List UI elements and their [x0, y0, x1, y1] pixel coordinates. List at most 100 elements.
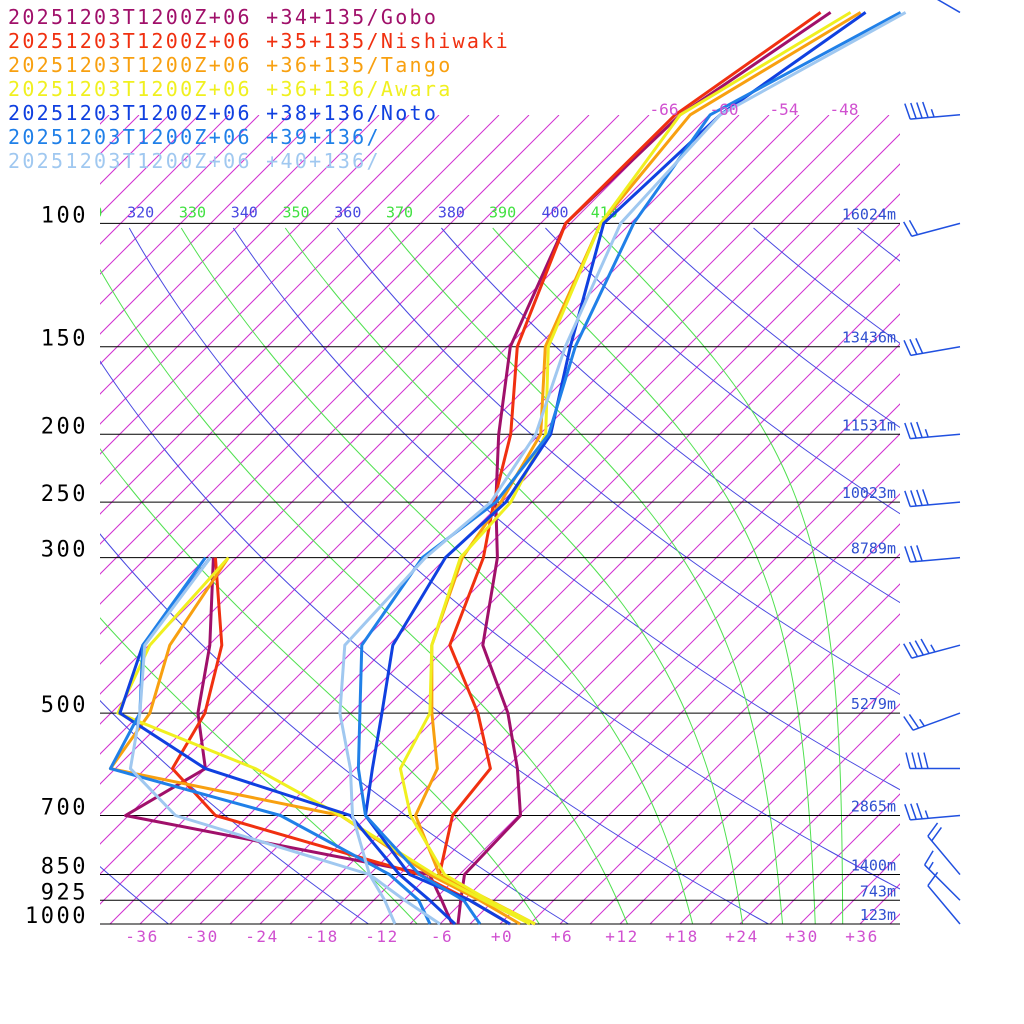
- isotherm: [499, 523, 900, 924]
- isotherm: [319, 343, 900, 924]
- pressure-label: 100: [41, 203, 88, 228]
- barb-feather: [903, 340, 912, 356]
- barb-feather: [904, 103, 911, 120]
- barb-feather: [910, 102, 917, 119]
- dry-adiabat-label: 360: [334, 203, 361, 221]
- moist-adiabat-label: 330: [179, 203, 206, 221]
- barb-shaft: [911, 644, 961, 659]
- profiles: [108, 11, 907, 926]
- isotherm: [100, 115, 650, 665]
- isotherm: [409, 433, 900, 924]
- barb-feather: [920, 638, 930, 654]
- wind-barb: [904, 101, 961, 120]
- temperature-line: [398, 11, 852, 926]
- isotherm: [100, 115, 380, 395]
- isotherm: [469, 493, 900, 924]
- barb-feather: [904, 422, 911, 439]
- isotherm: [100, 115, 530, 545]
- barb-feather: [916, 802, 923, 820]
- isotherm: [379, 403, 900, 924]
- isotherm: [109, 133, 900, 924]
- barb-feather: [911, 752, 917, 769]
- dewpoint-line: [118, 556, 457, 926]
- pressure-label: 250: [41, 482, 88, 507]
- dry-adiabat: [128, 227, 900, 890]
- wind-barb: [904, 802, 961, 821]
- x-tick-label: -30: [185, 927, 218, 946]
- barb-half: [924, 810, 929, 819]
- barb-feather: [931, 827, 943, 842]
- isotherm: [709, 733, 900, 924]
- x-tick-label: +36: [845, 927, 878, 946]
- dry-adiabat: [232, 227, 900, 791]
- barb-feather: [916, 489, 923, 506]
- dry-adiabat: [100, 360, 769, 924]
- isotherm: [619, 643, 900, 924]
- isotherm: [100, 115, 440, 455]
- isotherm: [100, 115, 560, 575]
- pressure-label: 200: [41, 414, 88, 439]
- dry-adiabat: [100, 699, 369, 924]
- wind-barb: [904, 421, 961, 440]
- legend-entry: 20251203T1200Z+06 +40+136/: [8, 149, 381, 173]
- legend-entry: 20251203T1200Z+06 +36+136/Awara: [8, 77, 453, 101]
- isotherm: [100, 115, 680, 695]
- isotherm: [100, 115, 770, 785]
- barb-half: [924, 429, 929, 438]
- barb-feather: [924, 850, 934, 866]
- pressure-grid: [100, 222, 900, 925]
- barb-feather: [917, 752, 923, 769]
- isotherm: [100, 115, 740, 755]
- x-tick-label: -36: [125, 927, 158, 946]
- x-tick-label: -12: [365, 927, 398, 946]
- wind-barb: [927, 871, 961, 925]
- isotherm: [739, 763, 900, 924]
- barb-feather: [910, 803, 917, 820]
- height-label: 8789m: [851, 540, 896, 558]
- pressure-label: 150: [41, 327, 88, 352]
- dry-adiabat: [336, 227, 900, 695]
- barb-feather: [903, 643, 913, 659]
- barb-feather: [908, 641, 919, 657]
- isotherm: [439, 463, 900, 924]
- moist-adiabat: [100, 268, 628, 924]
- legend-entry: 20251203T1200Z+06 +34+135/Gobo: [8, 5, 438, 29]
- dry-adiabat-label: 380: [438, 203, 465, 221]
- dewpoint-line: [108, 556, 432, 925]
- barb-shaft: [910, 345, 961, 357]
- barb-half: [930, 644, 936, 653]
- isotherm: [100, 115, 410, 425]
- isotherm-label: -54: [770, 100, 799, 119]
- isotherm: [100, 115, 500, 515]
- x-tick-label: -24: [245, 927, 278, 946]
- barb-feather: [923, 752, 929, 769]
- barb-shaft: [910, 814, 961, 821]
- isotherm: [100, 115, 830, 845]
- height-label: 123m: [860, 906, 896, 924]
- barb-feather: [927, 871, 939, 887]
- isotherm: [100, 115, 800, 815]
- dewpoint-line: [128, 556, 397, 925]
- isotherm: [100, 115, 290, 305]
- dry-adiabat-label: 400: [541, 203, 568, 221]
- barb-shaft: [910, 114, 961, 120]
- x-tick-label: +0: [491, 927, 513, 946]
- isotherm: [199, 223, 900, 924]
- legend-entry: 20251203T1200Z+06 +35+135/Nishiwaki: [8, 29, 510, 53]
- wind-barb: [903, 337, 961, 357]
- barb-feather: [903, 716, 914, 731]
- dry-adiabat: [100, 533, 569, 924]
- isotherm: [679, 703, 900, 924]
- barb-feather: [916, 545, 923, 562]
- height-label: 16024m: [842, 205, 896, 223]
- pressure-label: 700: [41, 795, 88, 820]
- temperature-line: [438, 11, 822, 926]
- barb-feather: [909, 338, 918, 355]
- legend-entry: 20251203T1200Z+06 +38+136/Noto: [8, 101, 438, 125]
- isotherm-label: -48: [830, 100, 859, 119]
- barb-shaft: [927, 885, 961, 925]
- wind-barb: [903, 712, 961, 731]
- barb-feather: [910, 422, 917, 439]
- isotherm-label: -66: [650, 100, 679, 119]
